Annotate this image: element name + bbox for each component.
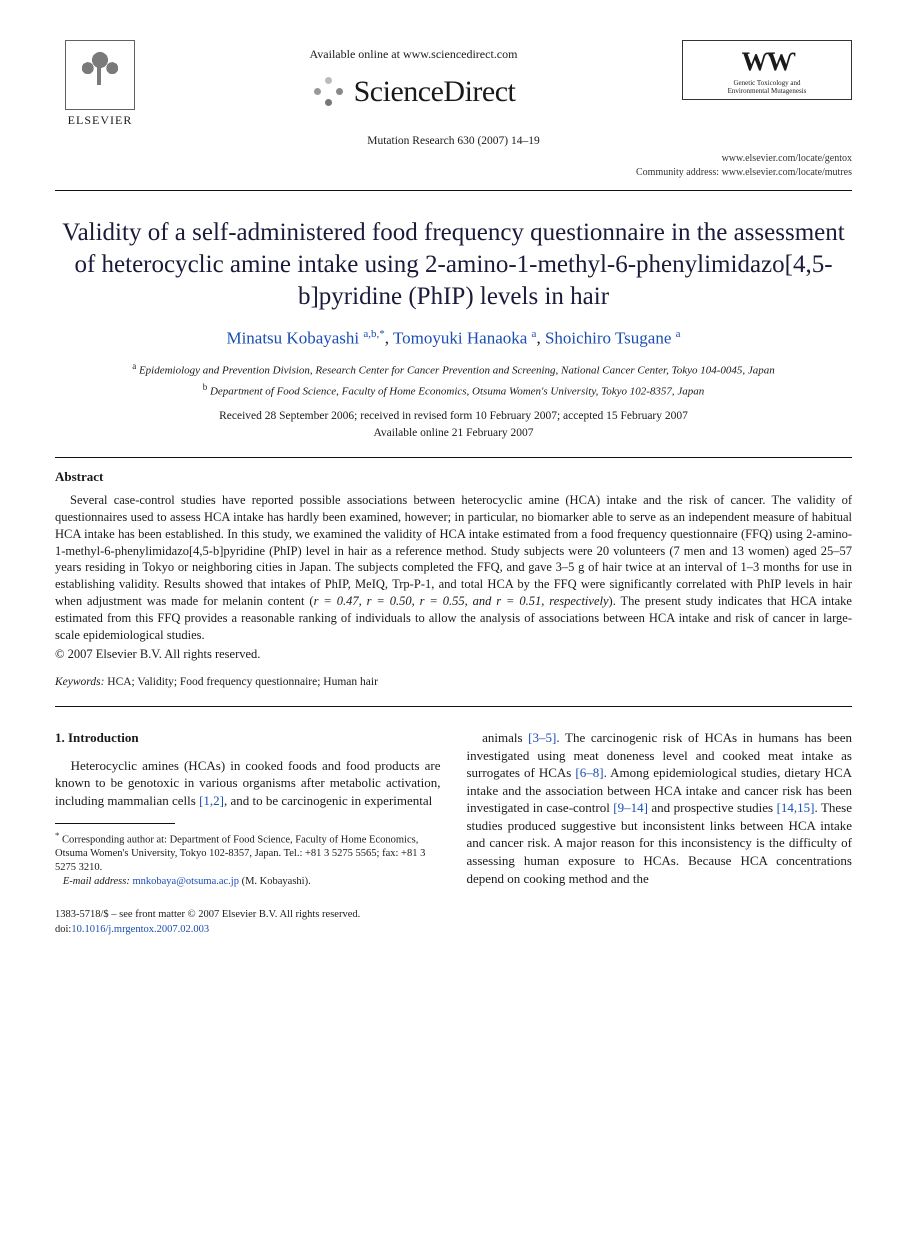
citation-6-8[interactable]: [6–8] [575,765,603,780]
author-2-affil-marks: a [532,328,537,340]
email-label: E-mail address: [63,876,130,887]
community-address-url: www.elsevier.com/locate/mutres [722,167,852,178]
footnote-rule [55,823,175,824]
author-2-name: Tomoyuki Hanaoka [393,328,527,347]
dates-received: Received 28 September 2006; received in … [55,409,852,425]
email-footnote: E-mail address: mnkobaya@otsuma.ac.jp (M… [55,875,441,889]
page-footer: 1383-5718/$ – see front matter © 2007 El… [55,908,852,936]
journal-urls: www.elsevier.com/locate/gentox Community… [55,152,852,180]
journal-subtitle-2: Environmental Mutagenesis [687,87,847,95]
journal-logo: ⱲⱲ Genetic Toxicology and Environmental … [682,40,852,100]
publisher-name: ELSEVIER [55,112,145,128]
citation-14-15[interactable]: [14,15] [777,800,815,815]
abstract-body: Several case-control studies have report… [55,492,852,644]
keywords-text: HCA; Validity; Food frequency questionna… [107,676,378,688]
author-1[interactable]: Minatsu Kobayashi [226,328,363,347]
author-1-affil-marks: a,b,* [363,328,384,340]
author-1-name: Minatsu Kobayashi [226,328,359,347]
author-list: Minatsu Kobayashi a,b,*, Tomoyuki Hanaok… [55,327,852,351]
abstract-copyright: © 2007 Elsevier B.V. All rights reserved… [55,646,852,663]
citation-9-14[interactable]: [9–14] [613,800,648,815]
community-address-label: Community address: [636,167,719,178]
section-1-heading: 1. Introduction [55,729,441,747]
mr-wave-icon: ⱲⱲ [687,47,847,77]
corresponding-email[interactable]: mnkobaya@otsuma.ac.jp [132,876,238,887]
journal-reference: Mutation Research 630 (2007) 14–19 [55,134,852,150]
dates-online: Available online 21 February 2007 [55,426,852,442]
publisher-logo-block: ELSEVIER [55,40,145,128]
doi-line: doi:10.1016/j.mrgentox.2007.02.003 [55,923,852,937]
journal-logo-block: ⱲⱲ Genetic Toxicology and Environmental … [682,40,852,100]
page-header: ELSEVIER Available online at www.science… [55,40,852,128]
author-3-affil-marks: a [676,328,681,340]
journal-subtitle-1: Genetic Toxicology and [687,79,847,87]
keywords-label: Keywords: [55,676,104,688]
sciencedirect-wordmark: ScienceDirect [354,72,516,113]
header-rule [55,190,852,191]
available-online-text: Available online at www.sciencedirect.co… [145,46,682,62]
front-matter-line: 1383-5718/$ – see front matter © 2007 El… [55,908,852,922]
header-center: Available online at www.sciencedirect.co… [145,40,682,114]
author-3[interactable]: Shoichiro Tsugane [545,328,676,347]
sciencedirect-dots-icon [312,75,346,109]
abstract-heading: Abstract [55,468,852,486]
column-right: animals [3–5]. The carcinogenic risk of … [467,729,853,888]
body-columns: 1. Introduction Heterocyclic amines (HCA… [55,729,852,888]
corresponding-author-footnote: * Corresponding author at: Department of… [55,830,441,874]
journal-url-1[interactable]: www.elsevier.com/locate/gentox [55,152,852,166]
author-3-name: Shoichiro Tsugane [545,328,671,347]
affiliation-b: b Department of Food Science, Faculty of… [55,381,852,400]
abstract-bottom-rule [55,706,852,707]
citation-1-2[interactable]: [1,2] [199,793,224,808]
doi-label: doi: [55,924,71,935]
abstract-top-rule [55,457,852,458]
journal-url-2[interactable]: Community address: www.elsevier.com/loca… [55,166,852,180]
keywords-line: Keywords: HCA; Validity; Food frequency … [55,675,852,691]
sciencedirect-logo: ScienceDirect [312,72,516,113]
intro-paragraph-right: animals [3–5]. The carcinogenic risk of … [467,729,853,887]
intro-paragraph-left: Heterocyclic amines (HCAs) in cooked foo… [55,757,441,810]
article-dates: Received 28 September 2006; received in … [55,409,852,441]
author-2[interactable]: Tomoyuki Hanaoka [393,328,532,347]
elsevier-tree-icon [65,40,135,110]
citation-3-5[interactable]: [3–5] [528,730,556,745]
affiliation-a: a Epidemiology and Prevention Division, … [55,360,852,379]
doi-link[interactable]: 10.1016/j.mrgentox.2007.02.003 [71,924,209,935]
article-title: Validity of a self-administered food fre… [55,217,852,313]
email-attribution: (M. Kobayashi). [242,876,311,887]
column-left: 1. Introduction Heterocyclic amines (HCA… [55,729,441,888]
